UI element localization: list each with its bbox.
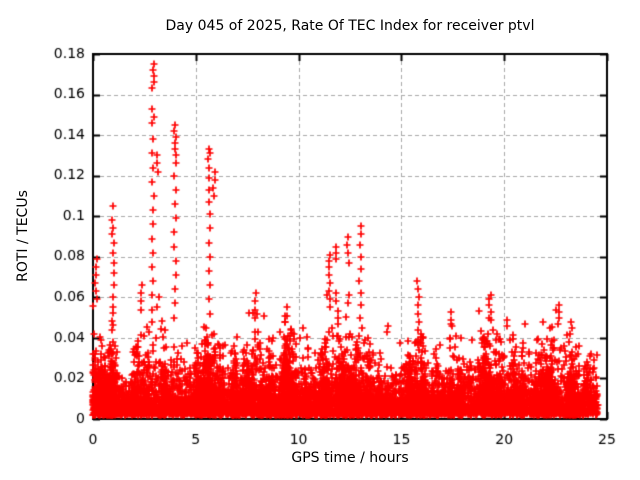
- chart-title: Day 045 of 2025, Rate Of TEC Index for r…: [165, 18, 535, 34]
- x-axis-label: GPS time / hours: [291, 450, 409, 466]
- y-axis-label: ROTI / TECUs: [15, 190, 31, 282]
